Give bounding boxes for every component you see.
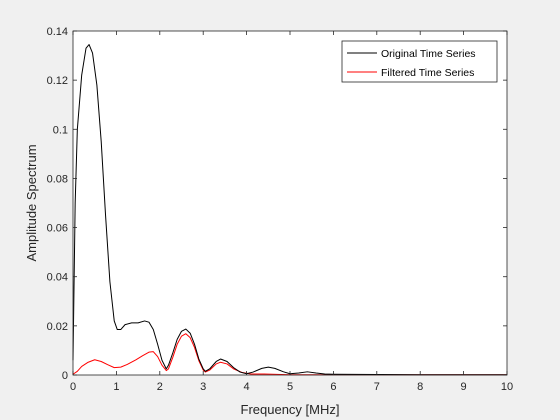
x-tick-label: 2: [157, 381, 163, 393]
x-tick-label: 0: [70, 381, 76, 393]
legend-label-filtered: Filtered Time Series: [381, 67, 474, 79]
plot-area: [73, 31, 507, 375]
x-tick-label: 5: [287, 381, 293, 393]
legend-label-original: Original Time Series: [381, 48, 476, 60]
x-tick-label: 10: [501, 381, 513, 393]
x-tick-label: 7: [374, 381, 380, 393]
legend: Original Time Series Filtered Time Serie…: [341, 40, 498, 83]
x-tick-label: 3: [200, 381, 206, 393]
y-tick-label: 0.08: [47, 173, 68, 185]
y-axis-label: Amplitude Spectrum: [24, 144, 39, 261]
y-tick-label: 0.04: [47, 272, 68, 284]
y-tick-label: 0: [62, 370, 68, 382]
x-tick-label: 8: [417, 381, 423, 393]
legend-box: [341, 40, 498, 83]
y-tick-label: 0.02: [47, 321, 68, 333]
y-tick-label: 0.14: [47, 26, 68, 38]
y-tick-label: 0.1: [53, 124, 68, 136]
y-tick-label: 0.12: [47, 75, 68, 87]
x-tick-label: 1: [113, 381, 119, 393]
x-axis-label: Frequency [MHz]: [241, 402, 340, 417]
x-tick-label: 6: [330, 381, 336, 393]
x-tick-label: 9: [461, 381, 467, 393]
y-tick-label: 0.06: [47, 223, 68, 235]
tick-layer: 0 1 2 3 4 5 6 7 8 9 10 0 0.02 0.04 0.06 0.08 0.1 0.12 0.14: [47, 26, 514, 393]
x-tick-label: 4: [244, 381, 250, 393]
